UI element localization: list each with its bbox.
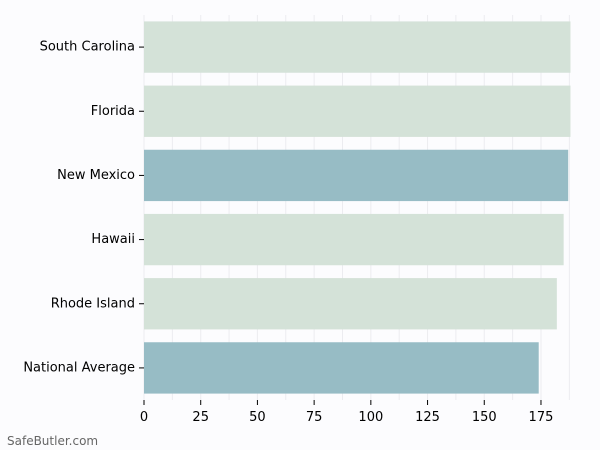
x-axis: 0 25 50 75 100 125 150 175 xyxy=(140,400,554,425)
bar xyxy=(144,149,569,202)
bar xyxy=(144,278,557,330)
x-tick-label: 25 xyxy=(192,410,209,425)
category-label: Rhode Island xyxy=(51,296,135,311)
x-tick-label: 175 xyxy=(529,410,554,425)
grid-lines xyxy=(143,15,570,400)
bars xyxy=(144,21,571,394)
x-tick-label: 75 xyxy=(306,410,323,425)
x-tick-label: 100 xyxy=(358,410,383,425)
category-label: Florida xyxy=(91,104,135,119)
bar xyxy=(144,85,571,137)
watermark: SafeButler.com xyxy=(7,434,99,448)
category-label: National Average xyxy=(23,360,135,375)
bar xyxy=(144,342,539,394)
bar xyxy=(144,213,564,266)
category-label: Hawaii xyxy=(91,232,135,247)
x-tick-label: 50 xyxy=(249,410,266,425)
category-label: New Mexico xyxy=(57,168,135,183)
x-tick-label: 125 xyxy=(415,410,440,425)
x-tick-label: 150 xyxy=(472,410,497,425)
x-tick-label: 0 xyxy=(140,410,148,425)
bar xyxy=(144,21,571,73)
category-labels: South Carolina Florida New Mexico Hawaii Rho… xyxy=(23,40,144,375)
category-label: South Carolina xyxy=(40,40,135,55)
